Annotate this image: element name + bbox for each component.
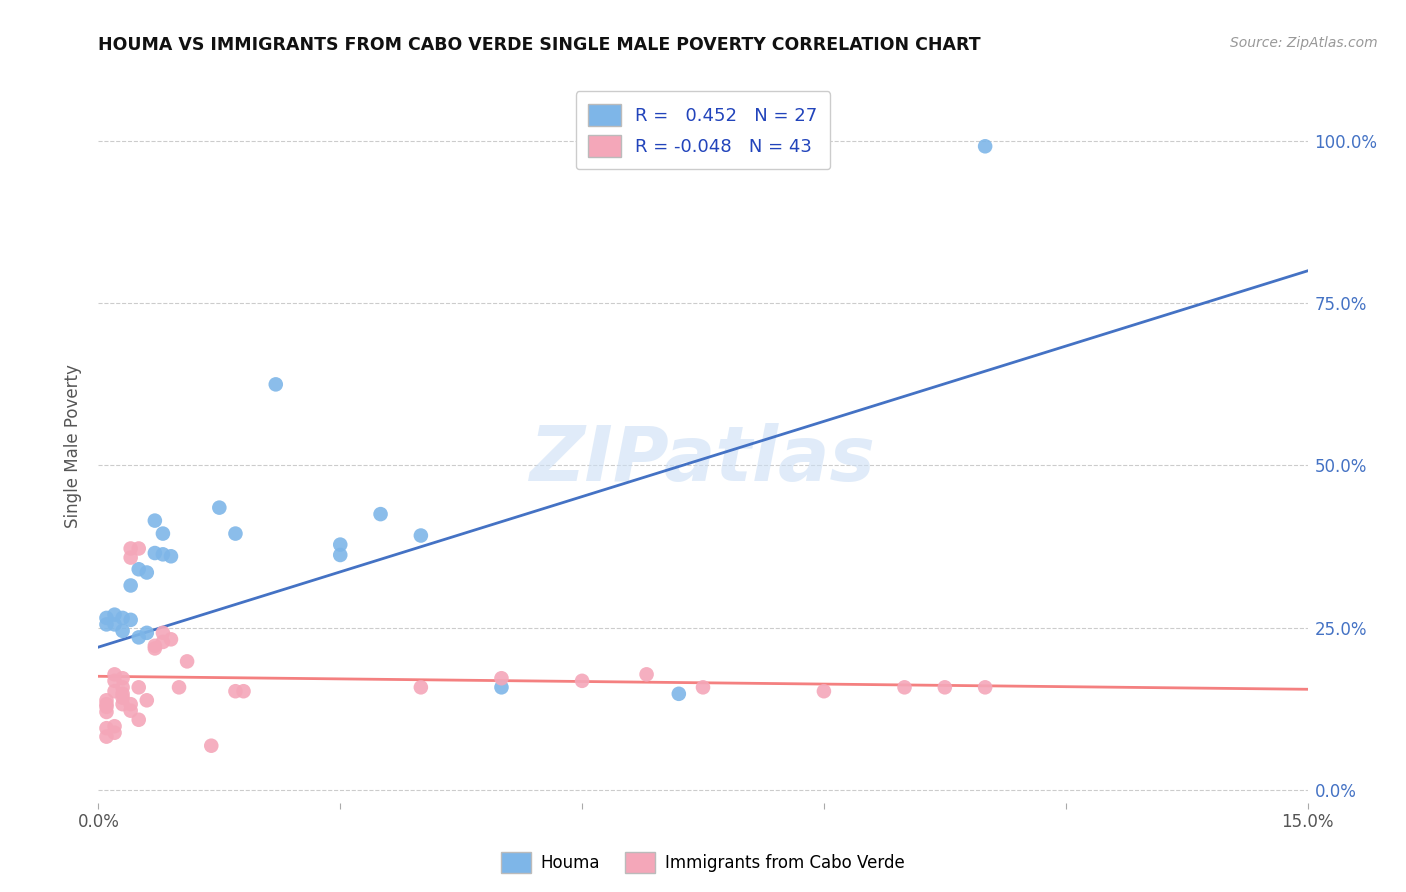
Point xyxy=(96,699,118,714)
Point xyxy=(143,514,166,528)
Point xyxy=(111,687,134,701)
Point xyxy=(974,139,997,153)
Point xyxy=(143,546,166,560)
Point xyxy=(491,681,513,695)
Point xyxy=(409,528,432,542)
Point xyxy=(128,541,150,556)
Point xyxy=(224,526,246,541)
Point xyxy=(128,631,150,645)
Point xyxy=(96,730,118,744)
Point xyxy=(103,607,125,622)
Point xyxy=(103,617,125,632)
Point xyxy=(128,681,150,695)
Point xyxy=(370,507,392,521)
Point xyxy=(128,713,150,727)
Point xyxy=(96,693,118,707)
Point xyxy=(120,697,142,711)
Point xyxy=(111,681,134,695)
Point xyxy=(103,667,125,681)
Point xyxy=(934,681,956,695)
Point xyxy=(167,681,190,695)
Point xyxy=(103,684,125,698)
Point xyxy=(103,673,125,688)
Point xyxy=(893,681,915,695)
Point xyxy=(692,681,714,695)
Point xyxy=(143,639,166,653)
Point xyxy=(491,671,513,685)
Point xyxy=(103,725,125,739)
Point xyxy=(96,617,118,632)
Point xyxy=(103,719,125,733)
Text: HOUMA VS IMMIGRANTS FROM CABO VERDE SINGLE MALE POVERTY CORRELATION CHART: HOUMA VS IMMIGRANTS FROM CABO VERDE SING… xyxy=(98,36,981,54)
Point xyxy=(813,684,835,698)
Point xyxy=(668,687,690,701)
Point xyxy=(160,632,183,647)
Point xyxy=(96,697,118,711)
Point xyxy=(120,613,142,627)
Point xyxy=(224,684,246,698)
Point xyxy=(120,550,142,565)
Point xyxy=(143,641,166,656)
Point xyxy=(200,739,222,753)
Text: Source: ZipAtlas.com: Source: ZipAtlas.com xyxy=(1230,36,1378,50)
Point xyxy=(974,681,997,695)
Point xyxy=(329,548,352,562)
Point xyxy=(329,538,352,552)
Point xyxy=(160,549,183,564)
Point xyxy=(152,635,174,649)
Point xyxy=(232,684,254,698)
Point xyxy=(111,624,134,638)
Point xyxy=(120,541,142,556)
Point xyxy=(111,690,134,705)
Point xyxy=(264,377,287,392)
Point xyxy=(96,611,118,625)
Legend: Houma, Immigrants from Cabo Verde: Houma, Immigrants from Cabo Verde xyxy=(494,846,912,880)
Point xyxy=(208,500,231,515)
Point xyxy=(120,704,142,718)
Point xyxy=(152,547,174,561)
Point xyxy=(409,681,432,695)
Text: ZIPatlas: ZIPatlas xyxy=(530,424,876,497)
Point xyxy=(636,667,658,681)
Point xyxy=(120,578,142,592)
Point xyxy=(152,526,174,541)
Legend: R =   0.452   N = 27, R = -0.048   N = 43: R = 0.452 N = 27, R = -0.048 N = 43 xyxy=(576,91,830,169)
Point xyxy=(96,705,118,719)
Point xyxy=(135,566,157,580)
Point xyxy=(128,562,150,576)
Point xyxy=(96,721,118,735)
Point xyxy=(152,625,174,640)
Point xyxy=(176,654,198,668)
Point xyxy=(111,697,134,711)
Point xyxy=(111,611,134,625)
Point xyxy=(111,671,134,685)
Point xyxy=(571,673,593,688)
Y-axis label: Single Male Poverty: Single Male Poverty xyxy=(65,364,83,528)
Point xyxy=(135,693,157,707)
Point xyxy=(135,625,157,640)
